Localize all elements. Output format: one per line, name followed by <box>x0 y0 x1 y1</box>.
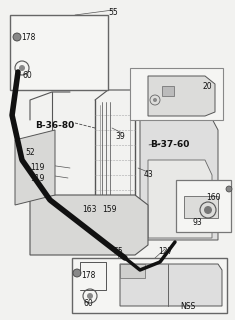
Polygon shape <box>148 76 215 116</box>
Text: 159: 159 <box>102 205 116 214</box>
Text: 93: 93 <box>192 218 202 227</box>
Circle shape <box>153 98 157 102</box>
Circle shape <box>226 186 232 192</box>
Text: 20: 20 <box>202 82 212 91</box>
Text: 119: 119 <box>30 163 44 172</box>
Text: 43: 43 <box>143 170 153 179</box>
Polygon shape <box>120 264 222 306</box>
Text: 178: 178 <box>21 33 35 42</box>
Text: 55: 55 <box>108 8 118 17</box>
Text: 160: 160 <box>206 193 220 202</box>
Circle shape <box>19 65 25 71</box>
Circle shape <box>87 293 93 299</box>
Text: B-36-80: B-36-80 <box>35 121 75 130</box>
Text: 119: 119 <box>30 174 44 183</box>
Bar <box>72 258 227 313</box>
Text: 163: 163 <box>82 205 96 214</box>
Text: 60: 60 <box>22 71 32 80</box>
Text: 52: 52 <box>25 148 35 157</box>
Bar <box>10 15 108 90</box>
Polygon shape <box>148 160 212 238</box>
Polygon shape <box>140 115 218 240</box>
Text: 60: 60 <box>83 299 93 308</box>
Text: B-37-60: B-37-60 <box>150 140 190 149</box>
Polygon shape <box>15 130 55 205</box>
Bar <box>130 68 223 120</box>
Text: 39: 39 <box>115 132 125 141</box>
Bar <box>176 180 231 232</box>
Text: 127: 127 <box>158 247 172 256</box>
Circle shape <box>204 206 212 214</box>
Circle shape <box>13 33 21 41</box>
Circle shape <box>73 269 81 277</box>
Polygon shape <box>184 196 218 218</box>
Text: NSS: NSS <box>180 302 196 311</box>
Polygon shape <box>30 195 148 255</box>
Polygon shape <box>120 264 145 278</box>
Text: 178: 178 <box>81 271 95 280</box>
Text: 55: 55 <box>113 247 123 256</box>
Bar <box>162 86 174 96</box>
